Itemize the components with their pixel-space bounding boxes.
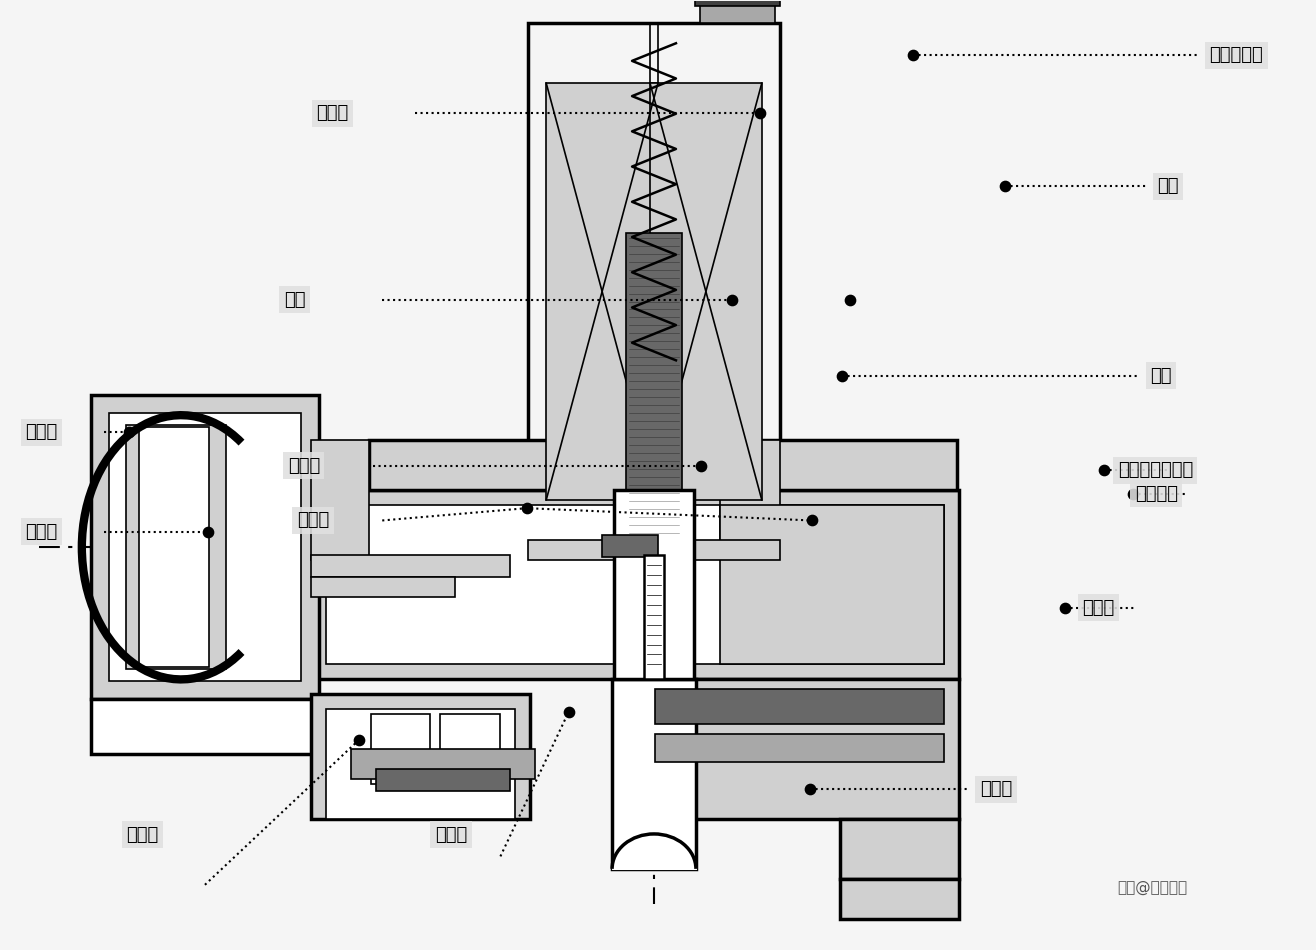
Bar bbox=[655, 690, 945, 724]
Point bbox=[691, 458, 712, 473]
Point bbox=[801, 513, 822, 528]
Bar bbox=[311, 577, 455, 597]
Bar bbox=[695, 0, 780, 7]
Bar bbox=[368, 440, 957, 490]
Bar bbox=[720, 504, 945, 664]
Text: 泄气孔: 泄气孔 bbox=[1082, 598, 1115, 617]
Bar bbox=[700, 6, 775, 24]
Bar bbox=[311, 490, 959, 679]
Text: 控制腔: 控制腔 bbox=[288, 457, 320, 475]
Bar bbox=[441, 714, 500, 784]
Point bbox=[347, 732, 368, 748]
Text: 出水口: 出水口 bbox=[979, 781, 1012, 799]
Bar bbox=[375, 770, 511, 791]
Point bbox=[750, 105, 771, 121]
Bar bbox=[650, 84, 762, 500]
Bar bbox=[139, 428, 209, 668]
Text: 橡胶阀和塑料盘: 橡胶阀和塑料盘 bbox=[1117, 462, 1192, 479]
Point bbox=[903, 48, 924, 63]
Text: 铁心: 铁心 bbox=[1150, 367, 1173, 385]
Point bbox=[1054, 600, 1075, 616]
Point bbox=[558, 704, 579, 719]
Point bbox=[721, 293, 742, 308]
Text: 线圈供电端: 线圈供电端 bbox=[1209, 47, 1263, 65]
Bar bbox=[840, 819, 959, 879]
Point bbox=[516, 501, 537, 516]
Point bbox=[994, 179, 1015, 194]
Point bbox=[840, 293, 861, 308]
Text: 线圈: 线圈 bbox=[284, 291, 305, 309]
Point bbox=[1123, 486, 1144, 502]
Bar bbox=[311, 555, 511, 577]
Bar bbox=[311, 440, 368, 560]
Bar bbox=[91, 395, 318, 699]
Bar bbox=[528, 540, 780, 560]
Bar bbox=[91, 699, 318, 754]
Text: 滑道: 滑道 bbox=[1157, 177, 1179, 195]
Bar bbox=[371, 714, 430, 784]
Bar bbox=[350, 750, 536, 779]
Text: 小弹簧: 小弹簧 bbox=[317, 104, 349, 123]
Point bbox=[1094, 463, 1115, 478]
Point bbox=[832, 368, 853, 383]
Bar bbox=[640, 679, 959, 819]
Bar bbox=[109, 413, 301, 681]
Bar bbox=[528, 24, 780, 560]
Text: 加压孔: 加压孔 bbox=[297, 511, 329, 529]
Bar bbox=[644, 555, 665, 679]
Bar bbox=[840, 879, 959, 919]
Point bbox=[197, 524, 218, 540]
Text: 进水阀: 进水阀 bbox=[126, 826, 158, 844]
Point bbox=[118, 425, 139, 440]
Bar bbox=[612, 679, 696, 869]
Bar bbox=[311, 694, 530, 819]
Bar bbox=[126, 426, 226, 670]
Text: 进水腔: 进水腔 bbox=[434, 826, 467, 844]
Bar bbox=[603, 535, 658, 557]
Bar bbox=[615, 490, 694, 679]
Bar bbox=[546, 84, 658, 500]
Bar bbox=[655, 734, 945, 762]
Bar bbox=[325, 710, 516, 819]
Text: 头条@维修人家: 头条@维修人家 bbox=[1117, 880, 1188, 895]
Text: 进水口: 进水口 bbox=[25, 424, 58, 442]
Bar bbox=[720, 440, 780, 560]
Text: 塑料阀座: 塑料阀座 bbox=[1134, 484, 1178, 503]
Bar bbox=[325, 504, 945, 664]
Bar bbox=[626, 233, 682, 540]
Point bbox=[800, 782, 821, 797]
Text: 过滤网: 过滤网 bbox=[25, 522, 58, 541]
